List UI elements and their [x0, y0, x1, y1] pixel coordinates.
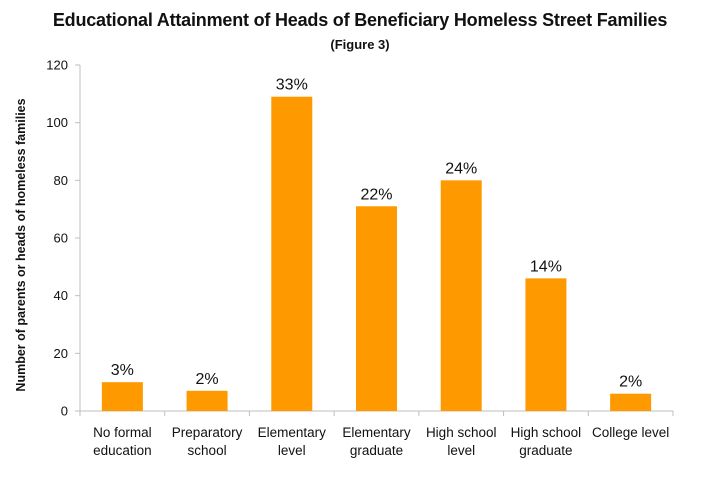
- y-tick-label: 0: [61, 404, 68, 419]
- data-label: 22%: [360, 186, 392, 203]
- x-axis: [79, 410, 674, 416]
- y-tick-label: 60: [54, 231, 68, 246]
- data-label: 14%: [530, 258, 562, 275]
- bar: [356, 206, 397, 411]
- y-tick-label: 80: [54, 173, 68, 188]
- y-tick-label: 40: [54, 288, 68, 303]
- x-tick-label: High school level: [426, 425, 497, 458]
- data-label: 2%: [619, 374, 642, 391]
- bars-group: [101, 96, 652, 411]
- bar: [525, 278, 567, 411]
- chart-subtitle: (Figure 3): [330, 37, 390, 52]
- bar: [440, 180, 482, 411]
- x-tick-label: College level: [592, 425, 669, 440]
- bar: [101, 382, 143, 411]
- y-axis: 0 20 40 60 80 100 120: [46, 58, 81, 419]
- data-label: 33%: [276, 77, 308, 94]
- data-labels-group: 3% 2% 33% 22% 24% 14% 2%: [111, 77, 642, 391]
- y-tick-label: 20: [54, 346, 68, 361]
- x-tick-label: Preparatory school: [172, 425, 243, 458]
- bar: [186, 390, 228, 411]
- x-tick-label: High school graduate: [511, 425, 582, 458]
- category-labels-group: No formal education Preparatory school Eleme…: [93, 425, 669, 458]
- bar: [271, 96, 313, 411]
- chart-title: Educational Attainment of Heads of Benef…: [52, 10, 668, 30]
- data-label: 3%: [111, 362, 134, 379]
- x-tick-label: No formal education: [93, 425, 152, 458]
- bar: [610, 393, 652, 411]
- data-label: 2%: [196, 371, 219, 388]
- y-tick-label: 100: [46, 115, 68, 130]
- y-tick-label: 120: [46, 58, 68, 73]
- data-label: 24%: [445, 160, 477, 177]
- x-tick-label: Elementary graduate: [342, 425, 411, 458]
- y-axis-label: Number of parents or heads of homeless f…: [14, 98, 28, 391]
- x-tick-label: Elementary level: [258, 425, 327, 458]
